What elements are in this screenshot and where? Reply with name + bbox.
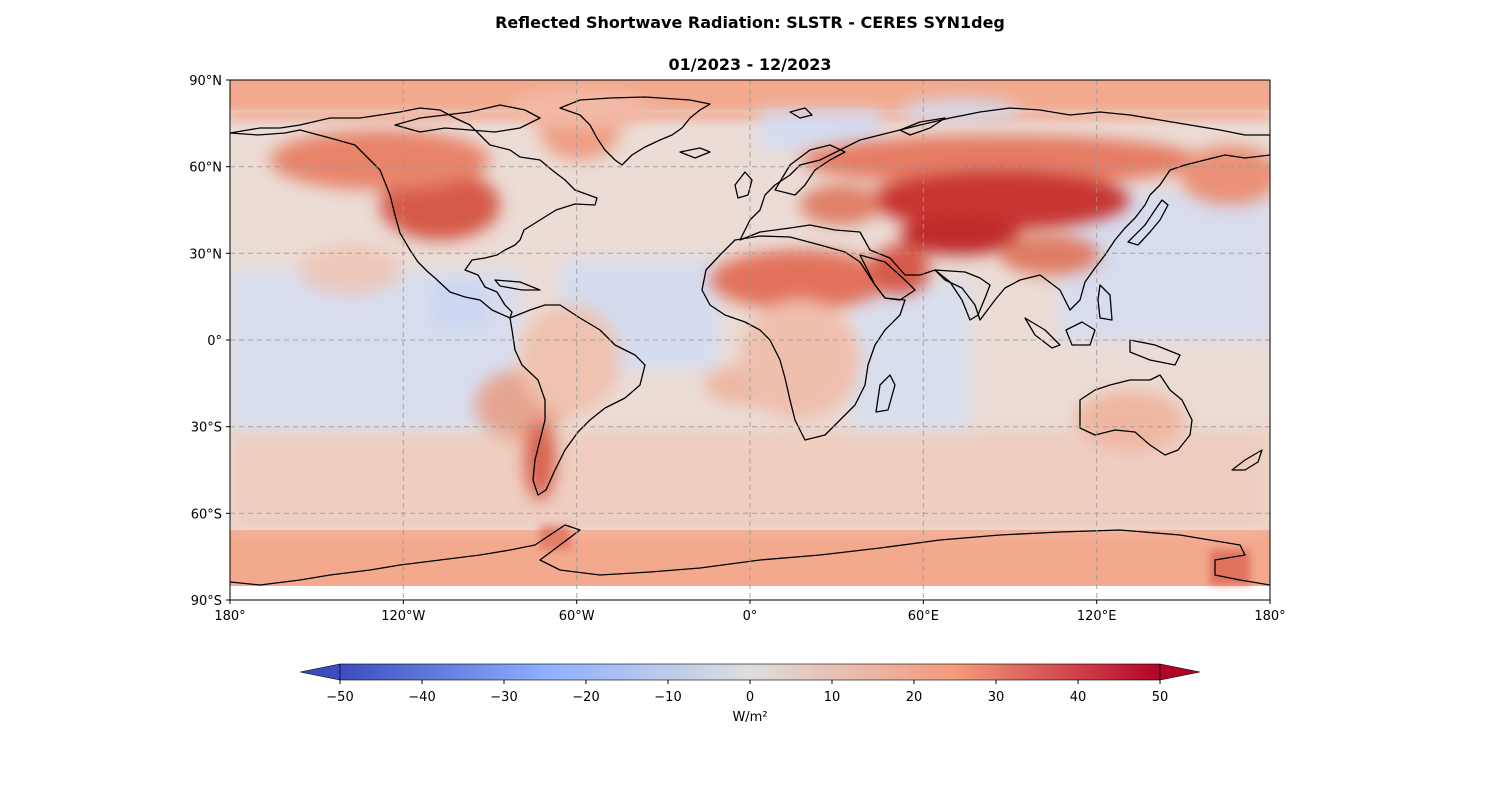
coast-sumatra <box>1024 317 1061 349</box>
coast-svalbard <box>789 107 813 119</box>
map-subtitle: 01/2023 - 12/2023 <box>668 55 832 74</box>
coast-arctic-islands <box>394 104 541 133</box>
x-tick-label: 60°W <box>559 609 595 624</box>
axis-ticks: 180° 120°W 60°W 0° 60°E 120°E 180° 90°N 60°N 30°N… <box>189 74 1285 624</box>
colorbar-tick-label: 40 <box>1070 690 1087 705</box>
x-tick-label: 120°E <box>1077 609 1117 624</box>
coast-madagascar <box>875 374 896 413</box>
colorbar-gradient <box>340 664 1160 680</box>
coast-india <box>934 269 991 321</box>
coast-new-zealand <box>1231 449 1263 471</box>
coast-arabia <box>859 254 916 301</box>
colorbar-tick-label: −40 <box>408 690 435 705</box>
coast-africa <box>701 235 906 441</box>
colorbar-tick-label: −10 <box>654 690 681 705</box>
colorbar-tick-label: −30 <box>490 690 517 705</box>
colorbar-tick-label: 20 <box>906 690 923 705</box>
colorbar-ticks: −50 −40 −30 −20 −10 0 10 20 30 40 50 <box>326 680 1168 705</box>
y-tick-label: 90°S <box>191 594 222 609</box>
coast-greenland <box>559 96 711 166</box>
y-tick-label: 0° <box>207 334 222 349</box>
x-tick-label: 60°E <box>908 609 939 624</box>
coast-iceland <box>679 147 711 159</box>
colorbar-tick-label: 30 <box>988 690 1005 705</box>
coast-new-guinea <box>1129 339 1181 366</box>
gridlines <box>230 80 1270 600</box>
colorbar-extend-high <box>1159 663 1201 681</box>
y-tick-label: 30°S <box>191 421 222 436</box>
y-tick-label: 60°S <box>191 507 222 522</box>
map-title: Reflected Shortwave Radiation: SLSTR - C… <box>495 13 1005 32</box>
colorbar-label: W/m² <box>732 710 767 725</box>
coast-philippines <box>1097 284 1113 321</box>
colorbar: −50 −40 −30 −20 −10 0 10 20 30 40 50 W/m² <box>299 663 1201 725</box>
y-tick-label: 90°N <box>189 74 222 89</box>
coastlines <box>230 96 1270 586</box>
y-tick-label: 30°N <box>189 247 222 262</box>
coast-cuba <box>494 279 541 291</box>
coast-antarctica <box>230 524 1270 586</box>
coast-novaya-zemlya <box>899 117 946 136</box>
y-tick-label: 60°N <box>189 161 222 176</box>
colorbar-tick-label: −20 <box>572 690 599 705</box>
colorbar-extend-low <box>299 663 341 681</box>
coast-scandinavia <box>774 144 846 196</box>
coast-australia <box>1079 374 1193 456</box>
x-tick-label: 120°W <box>381 609 425 624</box>
colorbar-tick-label: −50 <box>326 690 353 705</box>
colorbar-tick-label: 0 <box>746 690 754 705</box>
coast-north-america <box>230 107 598 319</box>
colorbar-tick-label: 10 <box>824 690 841 705</box>
x-tick-label: 180° <box>1254 609 1285 624</box>
coast-south-america <box>509 304 646 496</box>
colorbar-tick-label: 50 <box>1152 690 1169 705</box>
coast-british-isles <box>734 171 753 199</box>
x-tick-label: 0° <box>743 609 758 624</box>
x-tick-label: 180° <box>214 609 245 624</box>
coast-borneo <box>1065 321 1096 346</box>
coast-japan <box>1127 199 1169 246</box>
